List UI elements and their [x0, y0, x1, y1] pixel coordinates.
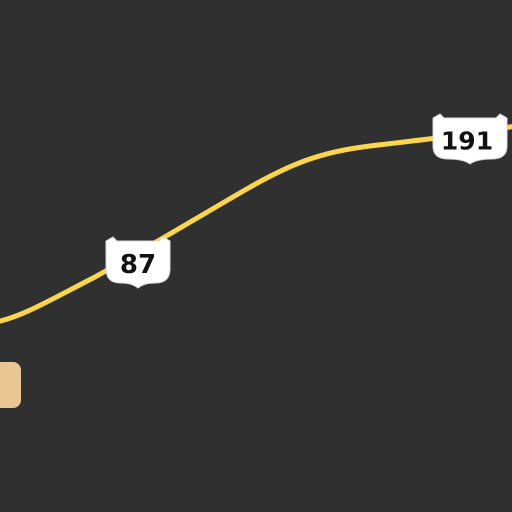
highway-route-line[interactable] [0, 126, 512, 322]
route-shield-87[interactable]: 87 [106, 237, 170, 288]
route-number-191: 191 [441, 127, 493, 156]
land-patch [0, 362, 21, 408]
route-shield-191[interactable]: 191 [433, 114, 507, 164]
route-number-87: 87 [120, 250, 156, 280]
